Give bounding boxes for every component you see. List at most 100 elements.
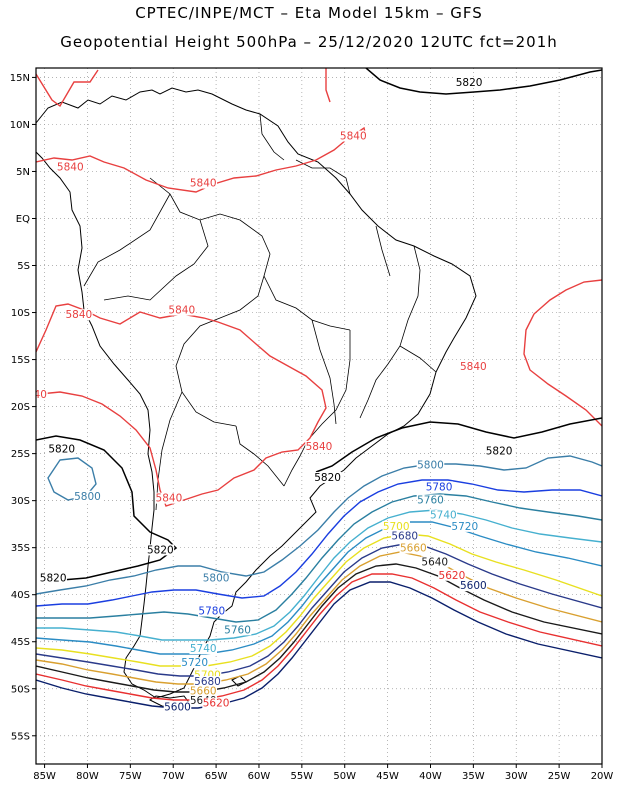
lat-tick-label: 15S: [11, 355, 30, 366]
lat-tick-label: 40S: [11, 590, 30, 601]
contour-label: 5700: [383, 521, 410, 533]
lat-tick-label: 20S: [11, 402, 30, 413]
contour-label: 5820: [314, 472, 341, 484]
contour-label: 5680: [391, 530, 418, 542]
contour-label: 5660: [190, 685, 217, 697]
contour-label-bg: [163, 701, 192, 713]
contour-label: 5780: [198, 606, 225, 618]
lon-tick-label: 65W: [205, 771, 228, 782]
contour-labels: 5840 5840 5840 5840 5840 5840 40 5840 5840 5820 58…: [34, 76, 513, 713]
contour-label-bg: [313, 471, 342, 483]
contour-5680: [36, 543, 602, 677]
contour-label-bg: [167, 304, 196, 316]
contour-label: 5720: [181, 657, 208, 669]
contour-label-bg: [180, 657, 209, 669]
contour-label-bg: [420, 556, 449, 568]
contour-label: 5720: [451, 521, 478, 533]
contour-layer: 5840 5840 5840 5840 5840 5840 40 5840 5840 5820 58…: [34, 68, 602, 713]
contour-5620: [36, 573, 602, 701]
lat-tick-label: 10N: [10, 120, 30, 131]
lon-tick-label: 25W: [548, 771, 571, 782]
contour-label-bg: [189, 177, 218, 189]
contour-label: 5640: [421, 557, 448, 569]
contour-label-bg: [47, 443, 76, 455]
lon-tick-label: 35W: [462, 771, 485, 782]
contour-label: 5760: [224, 624, 251, 636]
lon-tick-label: 30W: [505, 771, 528, 782]
lon-tick-label: 50W: [333, 771, 356, 782]
contour-label-bg: [198, 605, 226, 617]
contour-label-bg: [223, 624, 252, 636]
contour-label-bg: [193, 676, 222, 688]
contour-label: 5600: [460, 580, 487, 592]
lon-tick-label: 20W: [591, 771, 614, 782]
lon-tick-label: 70W: [162, 771, 185, 782]
contour-label-bg: [189, 643, 218, 655]
contour-label: 5840: [57, 162, 84, 174]
contour-label: 5820: [40, 573, 67, 585]
contour-5840: [36, 68, 602, 507]
contour-5660: [36, 551, 602, 685]
contour-label: 5740: [190, 643, 217, 655]
contour-label: 5840: [168, 305, 195, 317]
lon-tick-label: 40W: [419, 771, 442, 782]
contour-label-bg: [189, 685, 218, 697]
contour-label-bg: [73, 490, 102, 502]
contour-label: 5620: [203, 698, 230, 710]
lat-tick-label: 15N: [10, 73, 30, 84]
contour-5600: [36, 581, 602, 709]
contour-5740: [36, 509, 602, 641]
lon-tick-label: 85W: [33, 771, 56, 782]
lat-tick-label: 5S: [17, 261, 30, 272]
contour-label-bg: [459, 580, 488, 592]
contour-label-bg: [416, 494, 445, 506]
lat-tick-label: EQ: [16, 214, 30, 225]
contour-label: 5820: [456, 77, 483, 89]
contour-label: 5840: [66, 309, 93, 321]
contour-label-bg: [438, 569, 466, 581]
lon-tick-label: 45W: [376, 771, 399, 782]
contour-label-bg: [202, 572, 230, 584]
lat-tick-label: 45S: [11, 637, 30, 648]
contour-label-bg: [339, 130, 368, 142]
contour-label: 5680: [194, 676, 221, 688]
contour-label-bg: [382, 520, 410, 532]
contour-label-bg: [155, 492, 183, 504]
contour-label-bg: [193, 669, 222, 681]
contour-label: 5740: [430, 510, 457, 522]
contour-5760: [36, 493, 602, 623]
contour-label-bg: [390, 530, 419, 542]
contour-5720: [36, 521, 602, 655]
contour-label-bg: [485, 445, 513, 457]
contour-label: 5780: [426, 481, 453, 493]
contour-label-bg: [399, 542, 428, 554]
contour-5700: [36, 533, 602, 667]
lon-tick-label: 55W: [291, 771, 314, 782]
contour-label: 5620: [439, 570, 466, 582]
contour-label-bg: [56, 161, 85, 173]
contour-label: 5840: [190, 178, 217, 190]
lat-tick-label: 25S: [11, 449, 30, 460]
lat-tick-label: 10S: [11, 308, 30, 319]
contour-label-bg: [39, 572, 67, 584]
lat-tick-label: 50S: [11, 684, 30, 695]
south-america-coastline: [36, 87, 477, 699]
map-subtitle: Geopotential Height 500hPa – 25/12/2020 …: [60, 33, 558, 51]
lat-tick-label: 5N: [16, 167, 30, 178]
contour-label-bg: [65, 309, 93, 321]
contour-label-bg: [429, 509, 458, 521]
contour-label: 5800: [203, 573, 230, 585]
lon-tick-label: 80W: [76, 771, 99, 782]
lat-tick-label: 35S: [11, 543, 30, 554]
contour-label: 40: [34, 389, 47, 401]
lon-tick-label: 60W: [248, 771, 271, 782]
lon-tick-label: 75W: [119, 771, 142, 782]
contour-label-bg: [450, 520, 479, 532]
contour-label: 5760: [417, 495, 444, 507]
contour-label: 5660: [400, 542, 427, 554]
contour-label: 5840: [306, 441, 333, 453]
map-frame: [35, 67, 603, 765]
contour-label: 5840: [340, 131, 367, 143]
contour-5640: [36, 563, 602, 693]
